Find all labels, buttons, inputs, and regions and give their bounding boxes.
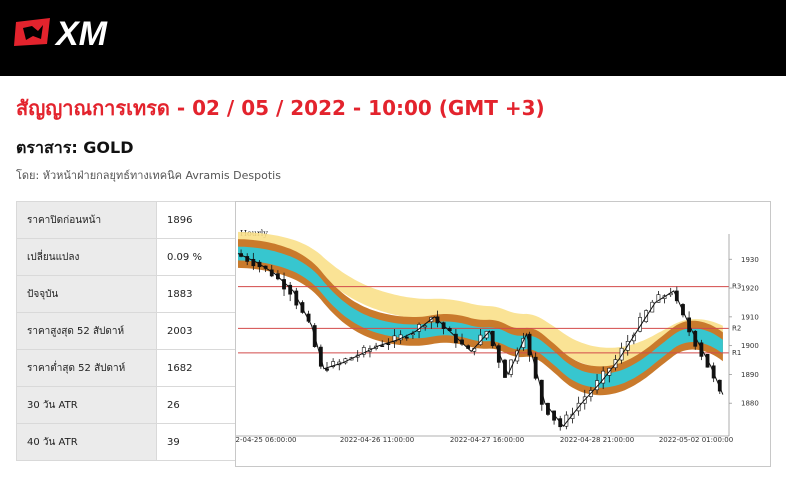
orange-band <box>238 239 723 396</box>
stat-label: ราคาปิดก่อนหน้า <box>16 201 157 239</box>
table-row: เปลี่ยนแปลง 0.09 % <box>16 238 237 276</box>
table-row: ราคาต่ำสุด 52 สัปดาห์ 1682 <box>16 349 237 387</box>
candle-body <box>380 345 385 347</box>
stat-value: 1883 <box>156 275 237 313</box>
candle-body <box>521 338 526 348</box>
zigzag-line <box>237 253 724 428</box>
candle-body <box>423 325 428 328</box>
y-tick-label: 1910 <box>741 313 759 321</box>
candle-body <box>681 304 685 316</box>
stat-value: 39 <box>156 423 237 461</box>
candle-body <box>656 294 661 303</box>
candle-body <box>515 350 520 362</box>
author-byline: โดย: หัวหน้าฝ่ายกลยุทธ์ทางเทคนิค Avramis… <box>16 169 281 182</box>
stat-label: เปลี่ยนแปลง <box>16 238 157 276</box>
y-tick-label: 1880 <box>741 400 759 408</box>
candle-body <box>503 359 507 378</box>
candle-body <box>552 410 556 421</box>
candle-body <box>674 290 679 302</box>
candle-body <box>619 347 624 361</box>
y-tick-label: 1920 <box>741 285 759 293</box>
candle-body <box>717 379 722 392</box>
stats-table: ราคาปิดก่อนหน้า 1896 เปลี่ยนแปลง 0.09 % ปั… <box>16 201 237 461</box>
candle-body <box>699 342 704 357</box>
xm-logo[interactable]: XM <box>14 14 134 53</box>
site-header: XM <box>0 0 786 76</box>
candle-body <box>693 330 698 347</box>
stat-value: 1682 <box>156 349 237 387</box>
yellow-band <box>238 231 723 368</box>
x-tick-label: 2022-04-26 11:00:00 <box>340 436 414 444</box>
resistance-label: R1 <box>732 349 741 357</box>
signal-title: สัญญาณการเทรด - 02 / 05 / 2022 - 10:00 (… <box>16 96 545 120</box>
table-row: 40 วัน ATR 39 <box>16 423 237 461</box>
candle-body <box>404 336 409 339</box>
candle-body <box>325 368 329 371</box>
candle-body <box>361 347 366 355</box>
x-tick-label: 2-04-25 06:00:00 <box>236 436 296 444</box>
table-row: ราคาสูงสุด 52 สัปดาห์ 2003 <box>16 312 237 350</box>
stat-label: ราคาต่ำสุด 52 สัปดาห์ <box>16 349 157 387</box>
stat-label: ปัจจุบัน <box>16 275 157 313</box>
candle-body <box>411 333 415 336</box>
candle-body <box>460 339 464 345</box>
instrument-label: ตราสาร: GOLD <box>16 138 134 157</box>
table-row: ปัจจุบัน 1883 <box>16 275 237 313</box>
y-tick-label: 1890 <box>741 371 759 379</box>
stat-value: 1896 <box>156 201 237 239</box>
resistance-label: R3 <box>732 283 741 291</box>
stat-value: 0.09 % <box>156 238 237 276</box>
stat-label: 40 วัน ATR <box>16 423 157 461</box>
cyan-band <box>238 246 723 388</box>
svg-text:XM: XM <box>54 15 108 50</box>
stat-value: 2003 <box>156 312 237 350</box>
x-tick-label: 2022-05-02 01:00:00 <box>659 436 733 444</box>
candle-body <box>331 361 336 368</box>
x-tick-label: 2022-04-27 16:00:00 <box>450 436 524 444</box>
x-tick-label: 2022-04-28 21:00:00 <box>560 436 634 444</box>
stat-label: 30 วัน ATR <box>16 386 157 424</box>
chart-canvas: Hourly R3R2R11880189019001910192019302-0… <box>236 229 759 444</box>
stat-label: ราคาสูงสุด 52 สัปดาห์ <box>16 312 157 350</box>
candle-body <box>251 258 256 267</box>
table-row: ราคาปิดก่อนหน้า 1896 <box>16 201 237 239</box>
stat-value: 26 <box>156 386 237 424</box>
y-tick-label: 1930 <box>741 256 759 264</box>
price-chart: Hourly R3R2R11880189019001910192019302-0… <box>235 201 771 467</box>
candle-body <box>386 343 391 346</box>
y-tick-label: 1900 <box>741 342 759 350</box>
candle-body <box>392 335 397 343</box>
table-row: 30 วัน ATR 26 <box>16 386 237 424</box>
candle-body <box>294 290 299 306</box>
resistance-label: R2 <box>732 324 741 332</box>
